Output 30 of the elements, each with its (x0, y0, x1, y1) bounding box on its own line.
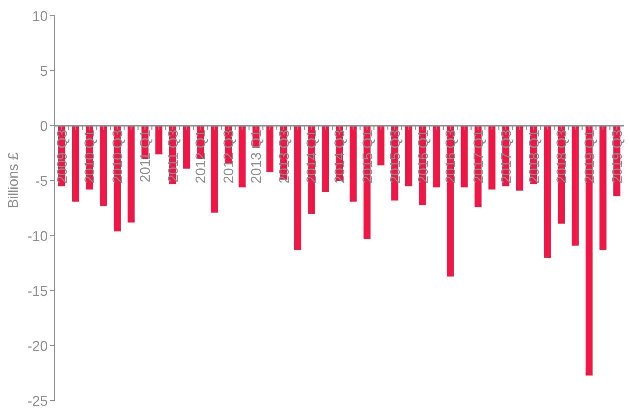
x-tick-label: 2011 Q3 (164, 130, 181, 183)
x-tick-label: 2009 Q3 (54, 130, 70, 184)
x-tick-label: 2010 Q3 (109, 130, 126, 184)
x-tick-label: 2018 Q3 (554, 130, 570, 184)
x-tick-label: 2011 Q1 (137, 130, 154, 183)
y-tick-label: -10 (28, 228, 48, 244)
x-tick-label: 2014 Q3 (332, 130, 348, 184)
y-tick-label: -25 (28, 392, 48, 409)
x-tick-label: 2013 Q3 (276, 130, 292, 184)
x-tick-label: 2014 Q1 (304, 130, 320, 184)
y-tick-label: 0 (40, 118, 48, 134)
x-tick-label: 2012 Q1 (192, 130, 209, 184)
x-tick-label: 2015 Q1 (359, 130, 376, 184)
x-tick-label: 2012 Q3 (220, 130, 236, 184)
x-tick-label: 2013 Q1 (248, 130, 264, 184)
x-tick-label: 2016 Q3 (442, 130, 459, 184)
y-tick-label: -15 (28, 282, 48, 299)
x-tick-label: 2016 Q1 (414, 130, 431, 184)
x-tick-label: 2017 Q3 (498, 130, 514, 184)
x-tick-label: 2019 Q1 (581, 130, 598, 184)
x-tick-label: 2010 Q1 (82, 130, 98, 184)
x-tick-label: 2019 Q3 (609, 130, 626, 184)
x-tick-label: 2015 Q3 (387, 130, 404, 184)
y-tick-label: 10 (32, 8, 48, 24)
y-tick-label: -20 (28, 338, 48, 354)
x-tick-label: 2017 Q1 (470, 130, 486, 184)
y-axis-title: Billions £ (4, 152, 21, 208)
y-tick-label: -5 (36, 172, 48, 189)
y-tick-label: 5 (40, 62, 48, 79)
x-tick-label: 2018 Q1 (526, 130, 542, 184)
